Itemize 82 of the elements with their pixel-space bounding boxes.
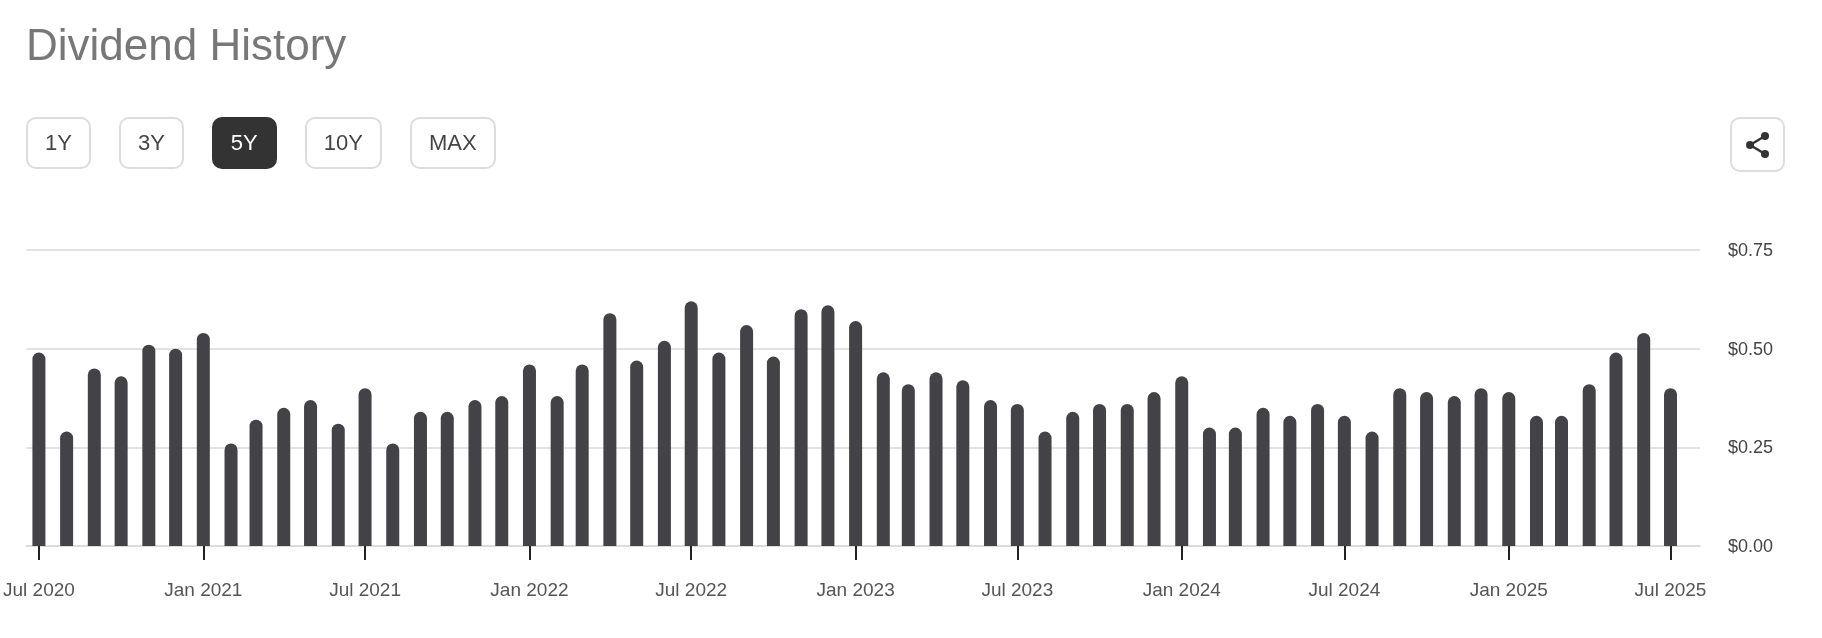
bar [1609, 352, 1623, 546]
bar [766, 356, 780, 546]
bar [1502, 392, 1516, 546]
x-tick-label: Jul 2021 [329, 579, 401, 600]
x-tick-label: Jan 2024 [1142, 579, 1222, 600]
bar [956, 380, 970, 546]
bar [630, 360, 644, 546]
bar [413, 411, 427, 546]
bar [1038, 431, 1052, 546]
bar [1529, 415, 1543, 546]
x-tick-label: Jul 2023 [981, 579, 1054, 600]
bar [876, 372, 890, 546]
bar [169, 348, 183, 546]
y-tick-label: $0.50 [1728, 338, 1774, 359]
bar [142, 344, 156, 546]
bar [1256, 407, 1270, 546]
bar [740, 324, 754, 546]
bar [1555, 415, 1568, 546]
bar [1228, 427, 1242, 546]
text: 3Y [118, 117, 184, 169]
bar [304, 399, 318, 546]
bar [712, 352, 726, 546]
bar [277, 407, 291, 546]
text: MAX [409, 117, 496, 169]
x-tick-label: Jul 2020 [3, 579, 75, 600]
bar [794, 309, 808, 546]
bar [386, 443, 400, 546]
bar [32, 352, 46, 546]
bar [114, 376, 128, 546]
bar [901, 384, 915, 546]
x-tick-label: Jan 2021 [164, 579, 243, 600]
bar [1010, 403, 1024, 546]
bar [1093, 403, 1107, 546]
bar [929, 372, 943, 546]
bar [575, 364, 589, 546]
y-tick-label: $0.25 [1728, 437, 1774, 458]
bar [1664, 388, 1678, 546]
bar [440, 411, 454, 546]
bar [1311, 403, 1325, 546]
bar [224, 443, 238, 546]
bar [684, 301, 698, 546]
bar [196, 332, 210, 546]
text: 10Y [304, 117, 382, 169]
bar [1120, 403, 1134, 546]
bar [249, 419, 263, 546]
bar [984, 399, 998, 546]
x-tick-label: Jul 2024 [1308, 579, 1381, 600]
x-tick-label: Jul 2025 [1634, 579, 1707, 600]
y-tick-label: $0.75 [1728, 240, 1774, 260]
x-tick-label: Jan 2022 [490, 579, 569, 600]
bar [849, 321, 863, 546]
bar [1637, 332, 1651, 546]
bar [60, 431, 74, 546]
x-tick-label: Jul 2022 [655, 579, 728, 600]
y-tick-label: $0.00 [1728, 536, 1774, 556]
bar [603, 313, 617, 546]
bar [495, 396, 509, 546]
bar [1175, 376, 1189, 546]
bar [522, 364, 536, 546]
bar [87, 368, 101, 546]
bar [1447, 396, 1461, 546]
bar [821, 305, 835, 546]
bar [1283, 415, 1297, 546]
bar [1066, 411, 1080, 546]
bar [1582, 384, 1596, 546]
x-tick-label: Jan 2023 [816, 579, 895, 600]
bar [1420, 392, 1434, 546]
bar [1474, 388, 1488, 546]
bar [468, 399, 482, 546]
bar [657, 340, 671, 546]
text: 1Y [26, 117, 91, 169]
bar [1147, 392, 1161, 546]
bar [1202, 427, 1216, 546]
bar [1365, 431, 1379, 546]
bar [1337, 415, 1351, 546]
bar [1393, 388, 1407, 546]
bar [358, 388, 372, 546]
text: 5Y [211, 117, 277, 169]
bar [331, 423, 345, 546]
chart-title: Dividend History [26, 20, 347, 70]
bar [550, 396, 564, 546]
x-tick-label: Jan 2025 [1469, 579, 1548, 600]
